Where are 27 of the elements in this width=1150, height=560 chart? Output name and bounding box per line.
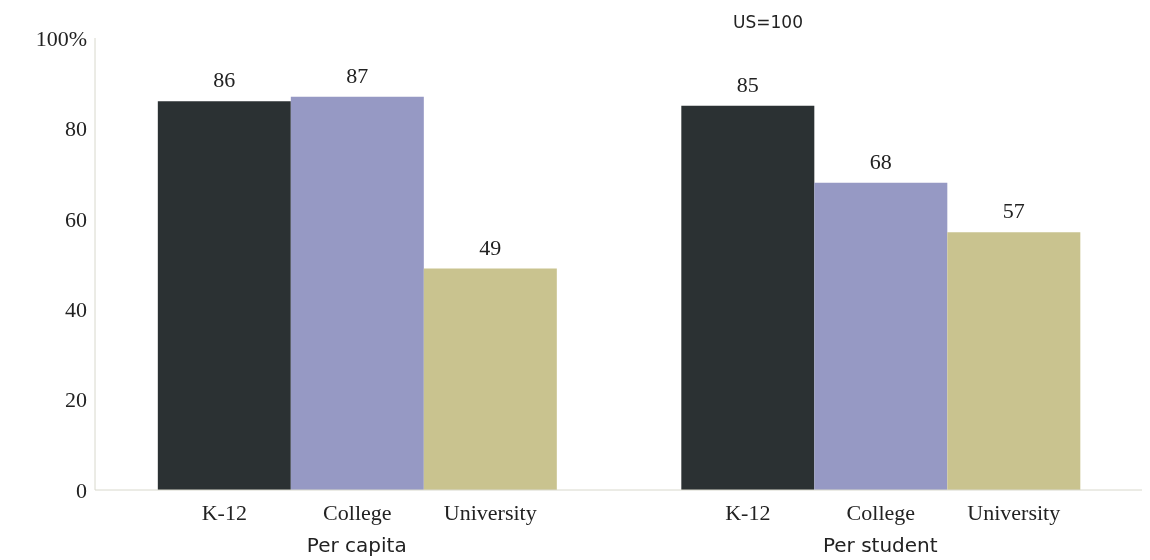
y-tick-label: 0 — [76, 477, 87, 503]
data-label: 57 — [1002, 198, 1025, 224]
data-label: 49 — [479, 234, 502, 260]
series-label: College — [323, 500, 392, 525]
y-tick-label: 40 — [65, 297, 87, 323]
chart-title: US=100 — [732, 12, 804, 32]
series-label: K-12 — [201, 500, 247, 525]
bar — [947, 232, 1081, 490]
bar — [814, 182, 948, 490]
text: College — [846, 500, 916, 525]
y-tick-label: 80 — [65, 116, 87, 142]
data-label: 86 — [213, 67, 236, 93]
y-tick-label: 20 — [65, 387, 87, 413]
text: K-12 — [725, 500, 771, 525]
bar — [290, 96, 424, 490]
y-tick-label: 100% — [35, 25, 87, 51]
data-label: 68 — [869, 148, 892, 174]
bar — [157, 101, 291, 490]
data-label: 87 — [346, 62, 369, 88]
y-tick-label: 60 — [65, 206, 87, 232]
series-label: University — [443, 500, 537, 525]
x-tick-label: Per capita — [306, 533, 407, 558]
data-label: 85 — [736, 71, 759, 97]
x-tick-label: Per student — [822, 533, 938, 558]
bar — [423, 268, 557, 490]
text: University — [967, 500, 1061, 525]
bar — [681, 105, 815, 490]
